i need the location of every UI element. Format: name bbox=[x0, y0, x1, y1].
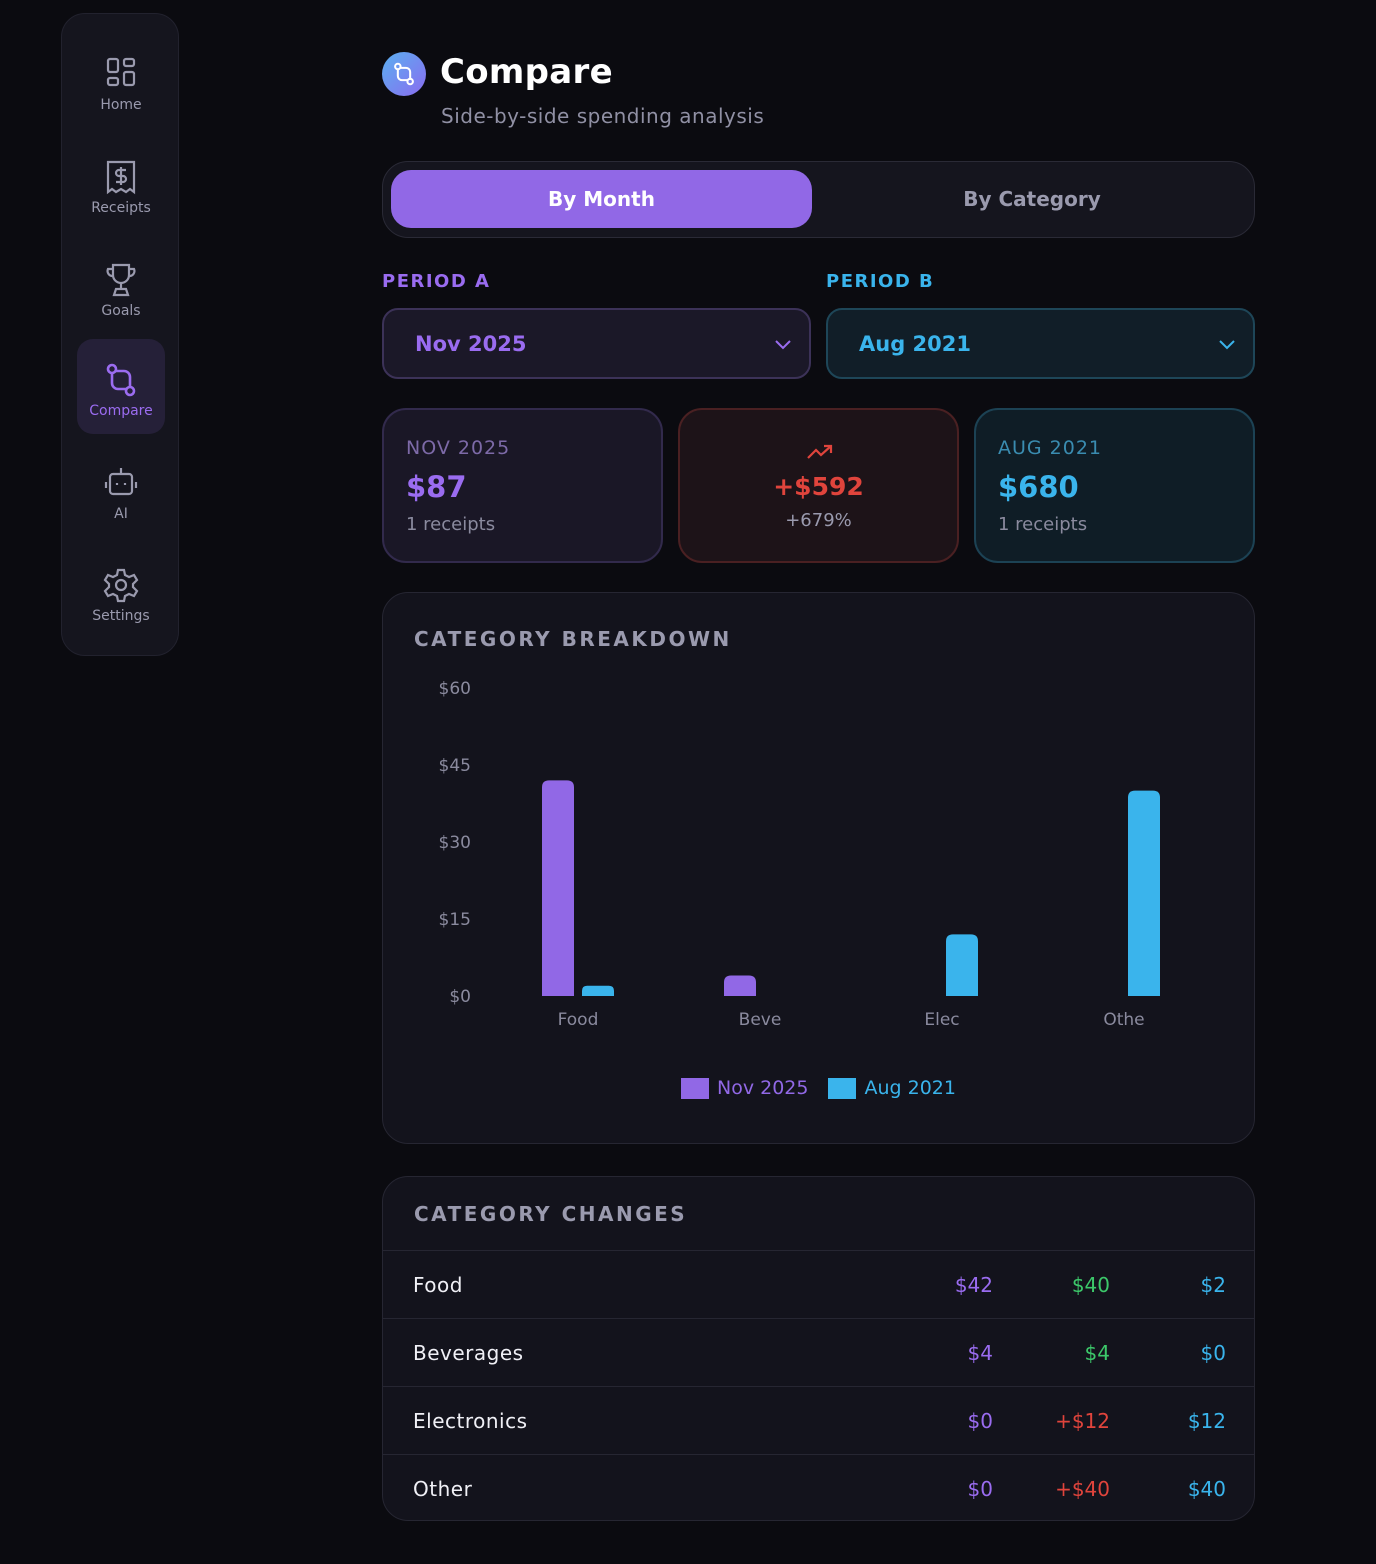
x-tick-label: Othe bbox=[1103, 1010, 1144, 1030]
card-receipts: 1 receipts bbox=[406, 514, 496, 535]
sidebar-item-receipts[interactable]: Receipts bbox=[77, 136, 165, 231]
period-b-value: $40 bbox=[1187, 1476, 1226, 1501]
period-a-value: $42 bbox=[954, 1272, 993, 1297]
period-a-select[interactable]: Nov 2025 bbox=[382, 308, 811, 379]
grid-icon bbox=[106, 57, 136, 87]
sidebar-item-label: AI bbox=[114, 506, 128, 522]
table-row: Other $0 +$40 $40 bbox=[383, 1454, 1254, 1520]
sidebar: Home Receipts Goals Compare AI bbox=[61, 13, 179, 656]
chart-title: CATEGORY BREAKDOWN bbox=[414, 627, 732, 651]
x-tick-label: Beve bbox=[739, 1010, 782, 1030]
tab-by-category[interactable]: By Category bbox=[963, 187, 1101, 211]
page-subtitle: Side-by-side spending analysis bbox=[441, 104, 765, 128]
legend-item-b: Aug 2021 bbox=[828, 1077, 956, 1099]
period-a-value: $0 bbox=[967, 1408, 993, 1433]
page-title: Compare bbox=[440, 52, 613, 92]
card-period: NOV 2025 bbox=[406, 437, 511, 459]
gear-icon bbox=[103, 568, 139, 603]
compare-logo bbox=[382, 52, 426, 96]
sidebar-item-goals[interactable]: Goals bbox=[77, 239, 165, 334]
change-value: $40 bbox=[1071, 1272, 1110, 1297]
chevron-down-icon bbox=[775, 340, 791, 350]
compare-icon bbox=[106, 363, 136, 397]
y-tick-label: $15 bbox=[439, 910, 471, 930]
tab-by-month[interactable]: By Month bbox=[391, 170, 812, 228]
trending-up-icon bbox=[807, 444, 833, 459]
sidebar-item-ai[interactable]: AI bbox=[77, 442, 165, 537]
sidebar-item-label: Home bbox=[100, 97, 142, 113]
y-tick-label: $0 bbox=[449, 987, 471, 1007]
legend-swatch-a bbox=[681, 1077, 709, 1099]
table-row: Electronics $0 +$12 $12 bbox=[383, 1386, 1254, 1454]
change-value: +$12 bbox=[1055, 1408, 1110, 1433]
bar-period-b[interactable] bbox=[582, 985, 614, 996]
category-name: Beverages bbox=[413, 1340, 524, 1365]
sidebar-item-settings[interactable]: Settings bbox=[77, 544, 165, 639]
card-amount: $87 bbox=[406, 470, 467, 504]
sidebar-item-label: Compare bbox=[89, 403, 153, 419]
table-row: Beverages $4 $4 $0 bbox=[383, 1318, 1254, 1386]
sidebar-item-compare[interactable]: Compare bbox=[77, 339, 165, 434]
robot-icon bbox=[104, 468, 138, 496]
trophy-icon bbox=[106, 263, 136, 297]
x-tick-label: Elec bbox=[924, 1010, 959, 1030]
change-value: $4 bbox=[1084, 1340, 1110, 1365]
category-breakdown-panel: $0 $15 $30 $45 $60 Food Beve Elec Othe CATEGORY … bbox=[382, 592, 1255, 1144]
category-name: Food bbox=[413, 1272, 463, 1297]
bar-period-b[interactable] bbox=[946, 934, 978, 996]
period-b-select[interactable]: Aug 2021 bbox=[826, 308, 1255, 379]
card-amount: $680 bbox=[998, 470, 1079, 504]
period-a-value: $0 bbox=[967, 1476, 993, 1501]
y-tick-label: $30 bbox=[439, 833, 471, 853]
sidebar-item-label: Settings bbox=[92, 608, 150, 624]
chevron-down-icon bbox=[1219, 340, 1235, 350]
receipt-icon bbox=[106, 160, 136, 195]
period-b-label: PERIOD B bbox=[826, 271, 935, 292]
difference-percent: +679% bbox=[785, 510, 852, 531]
category-name: Other bbox=[413, 1476, 473, 1501]
category-name: Electronics bbox=[413, 1408, 528, 1433]
period-a-value: $4 bbox=[967, 1340, 993, 1365]
chart-legend: Nov 2025 Aug 2021 bbox=[383, 1077, 1254, 1099]
card-receipts: 1 receipts bbox=[998, 514, 1088, 535]
period-a-summary-card: NOV 2025 $87 1 receipts bbox=[382, 408, 663, 563]
table-row: Food $42 $40 $2 bbox=[383, 1250, 1254, 1318]
period-b-value: Aug 2021 bbox=[859, 331, 971, 356]
sidebar-item-label: Goals bbox=[101, 303, 141, 319]
change-value: +$40 bbox=[1055, 1476, 1110, 1501]
bar-period-a[interactable] bbox=[724, 975, 756, 996]
period-b-value: $12 bbox=[1187, 1408, 1226, 1433]
sidebar-item-label: Receipts bbox=[91, 200, 151, 216]
period-a-label: PERIOD A bbox=[382, 271, 491, 292]
view-toggle: By Month By Category bbox=[382, 161, 1255, 238]
legend-label-a: Nov 2025 bbox=[717, 1077, 809, 1099]
period-b-value: $0 bbox=[1200, 1340, 1226, 1365]
y-tick-label: $45 bbox=[439, 756, 471, 776]
bar-period-a[interactable] bbox=[542, 780, 574, 996]
y-tick-label: $60 bbox=[439, 679, 471, 699]
legend-label-b: Aug 2021 bbox=[864, 1077, 956, 1099]
category-changes-panel: CATEGORY CHANGES Food $42 $40 $2 Beverages $4… bbox=[382, 1176, 1255, 1521]
legend-item-a: Nov 2025 bbox=[681, 1077, 808, 1099]
period-b-value: $2 bbox=[1200, 1272, 1226, 1297]
period-b-summary-card: AUG 2021 $680 1 receipts bbox=[974, 408, 1255, 563]
period-a-value: Nov 2025 bbox=[415, 331, 527, 356]
compare-icon bbox=[394, 62, 414, 86]
card-period: AUG 2021 bbox=[998, 437, 1103, 459]
x-tick-label: Food bbox=[558, 1010, 599, 1030]
difference-card: +$592 +679% bbox=[678, 408, 959, 563]
difference-amount: +$592 bbox=[773, 472, 864, 501]
category-breakdown-chart: $0 $15 $30 $45 $60 Food Beve Elec Othe bbox=[439, 679, 1160, 1030]
changes-title: CATEGORY CHANGES bbox=[414, 1202, 688, 1226]
legend-swatch-b bbox=[828, 1077, 857, 1099]
sidebar-item-home[interactable]: Home bbox=[77, 33, 165, 128]
bar-period-b[interactable] bbox=[1128, 790, 1160, 996]
